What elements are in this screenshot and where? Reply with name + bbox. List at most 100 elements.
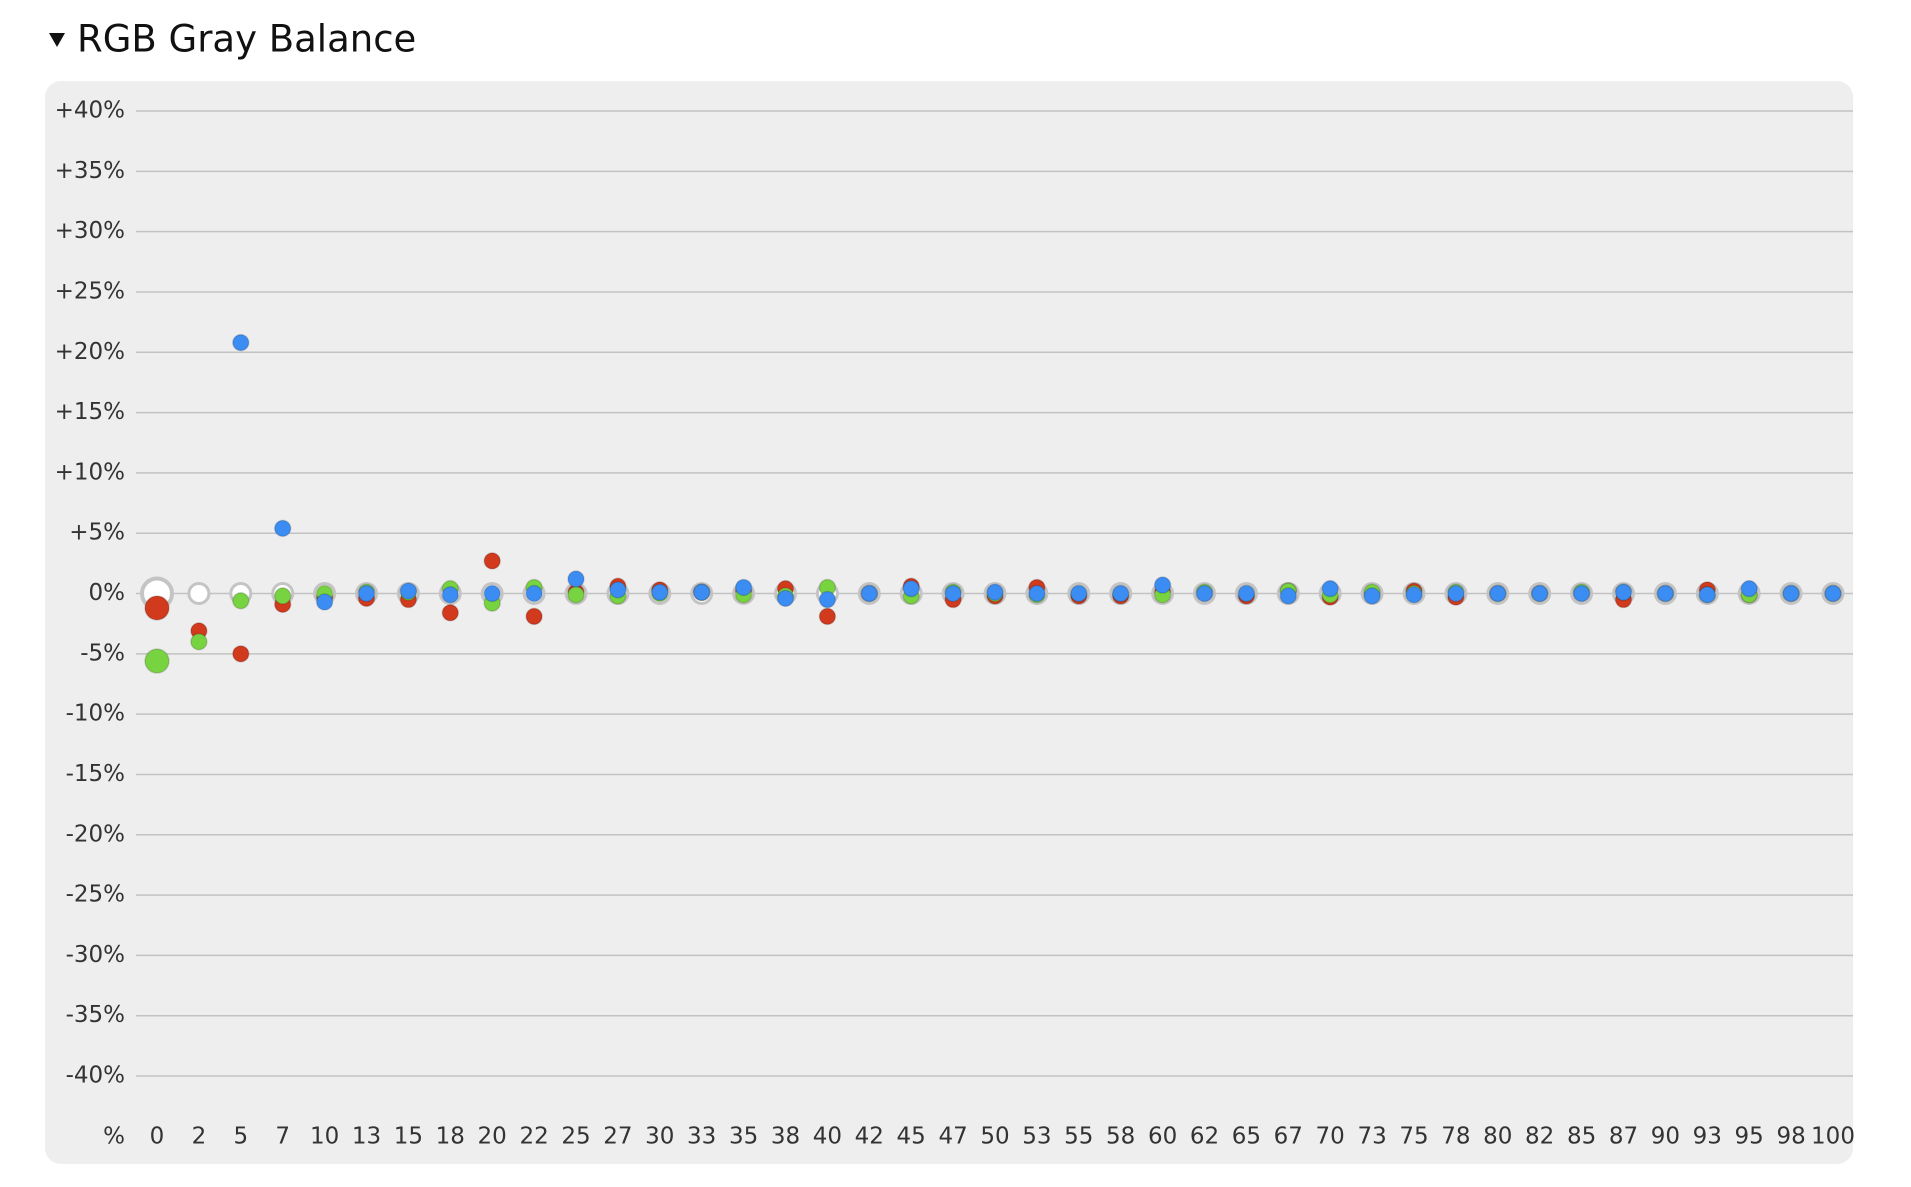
x-tick-label: 50	[980, 1124, 1009, 1150]
x-tick-label: 45	[897, 1124, 926, 1150]
point	[1530, 584, 1549, 603]
x-tick-label: 80	[1483, 1124, 1512, 1150]
x-tick-label: 33	[687, 1124, 716, 1150]
point	[651, 583, 669, 602]
point	[441, 585, 460, 604]
x-tick-label: 93	[1693, 1124, 1722, 1150]
x-tick-label: 38	[771, 1124, 800, 1150]
point	[232, 591, 250, 610]
point	[818, 590, 837, 609]
x-tick-label: 13	[352, 1124, 381, 1150]
y-tick-label: +5%	[69, 520, 125, 546]
y-tick-label: +20%	[55, 339, 125, 365]
point	[1028, 584, 1046, 603]
point	[1153, 576, 1172, 594]
y-tick-label: +30%	[55, 218, 125, 244]
y-tick-label: +25%	[55, 278, 125, 304]
point	[567, 570, 585, 588]
x-tick-label: 25	[561, 1124, 590, 1150]
chart-title: RGB Gray Balance	[77, 18, 416, 61]
point	[1363, 587, 1381, 605]
point	[232, 645, 250, 663]
point	[1321, 579, 1339, 598]
x-tick-label: 58	[1106, 1124, 1135, 1150]
point	[986, 583, 1004, 602]
y-tick-label: -10%	[66, 701, 125, 727]
x-tick-label: 53	[1022, 1124, 1051, 1150]
point	[567, 585, 585, 604]
y-tick-label: -40%	[66, 1063, 125, 1089]
point	[399, 582, 418, 600]
point	[190, 633, 208, 651]
x-tick-label: 20	[478, 1124, 507, 1150]
x-tick-label: 90	[1651, 1124, 1680, 1150]
point	[1782, 584, 1800, 603]
point	[273, 519, 292, 538]
y-tick-label: -30%	[66, 942, 125, 968]
x-tick-label: 18	[436, 1124, 465, 1150]
point	[525, 607, 543, 626]
point	[483, 552, 501, 570]
point	[944, 584, 962, 603]
y-tick-label: -25%	[66, 882, 125, 908]
x-tick-label: 60	[1148, 1124, 1177, 1150]
x-tick-label: 47	[938, 1124, 967, 1150]
point	[232, 333, 250, 352]
y-tick-label: +40%	[55, 98, 125, 124]
x-tick-label: 2	[192, 1124, 207, 1150]
x-tick-label: 75	[1399, 1124, 1428, 1150]
y-tick-label: -35%	[66, 1002, 125, 1028]
x-tick-label: 98	[1776, 1124, 1805, 1150]
point	[144, 595, 170, 621]
reference-ring	[187, 582, 211, 605]
point	[1698, 585, 1717, 604]
x-tick-label: 42	[855, 1124, 884, 1150]
collapse-icon[interactable]	[49, 33, 65, 47]
x-tick-label: 70	[1316, 1124, 1345, 1150]
x-tick-label: 95	[1735, 1124, 1764, 1150]
point	[1070, 584, 1088, 603]
x-tick-label: 7	[275, 1124, 290, 1150]
point	[273, 587, 292, 605]
point	[441, 604, 460, 622]
x-tick-label: 67	[1274, 1124, 1303, 1150]
y-tick-label: +15%	[55, 399, 125, 425]
point	[1656, 584, 1675, 603]
x-tick-label: 62	[1190, 1124, 1219, 1150]
point	[1614, 583, 1633, 602]
x-tick-label: 87	[1609, 1124, 1638, 1150]
point	[734, 578, 753, 597]
point	[1195, 584, 1214, 603]
point	[1740, 579, 1758, 598]
y-tick-label: -15%	[66, 761, 125, 787]
x-tick-label: 78	[1441, 1124, 1470, 1150]
point	[1279, 587, 1298, 605]
y-tick-label: +35%	[55, 158, 125, 184]
point	[144, 648, 170, 674]
point	[818, 607, 837, 626]
point	[1489, 584, 1507, 603]
x-axis-label: %	[103, 1124, 125, 1150]
point	[1111, 584, 1130, 603]
point	[483, 584, 501, 603]
point	[1447, 584, 1465, 603]
x-tick-label: 40	[813, 1124, 842, 1150]
x-tick-label: 30	[645, 1124, 674, 1150]
point	[776, 589, 795, 608]
x-tick-label: 82	[1525, 1124, 1554, 1150]
panel	[45, 81, 1853, 1164]
point	[357, 584, 376, 603]
x-tick-label: 100	[1811, 1124, 1855, 1150]
point	[692, 583, 711, 602]
point	[1572, 584, 1591, 603]
x-tick-label: 85	[1567, 1124, 1596, 1150]
x-tick-label: 73	[1357, 1124, 1386, 1150]
point	[1824, 584, 1842, 603]
point	[1237, 584, 1256, 603]
x-tick-label: 10	[310, 1124, 339, 1150]
point	[315, 593, 334, 611]
point	[1405, 585, 1423, 604]
x-tick-label: 5	[233, 1124, 248, 1150]
